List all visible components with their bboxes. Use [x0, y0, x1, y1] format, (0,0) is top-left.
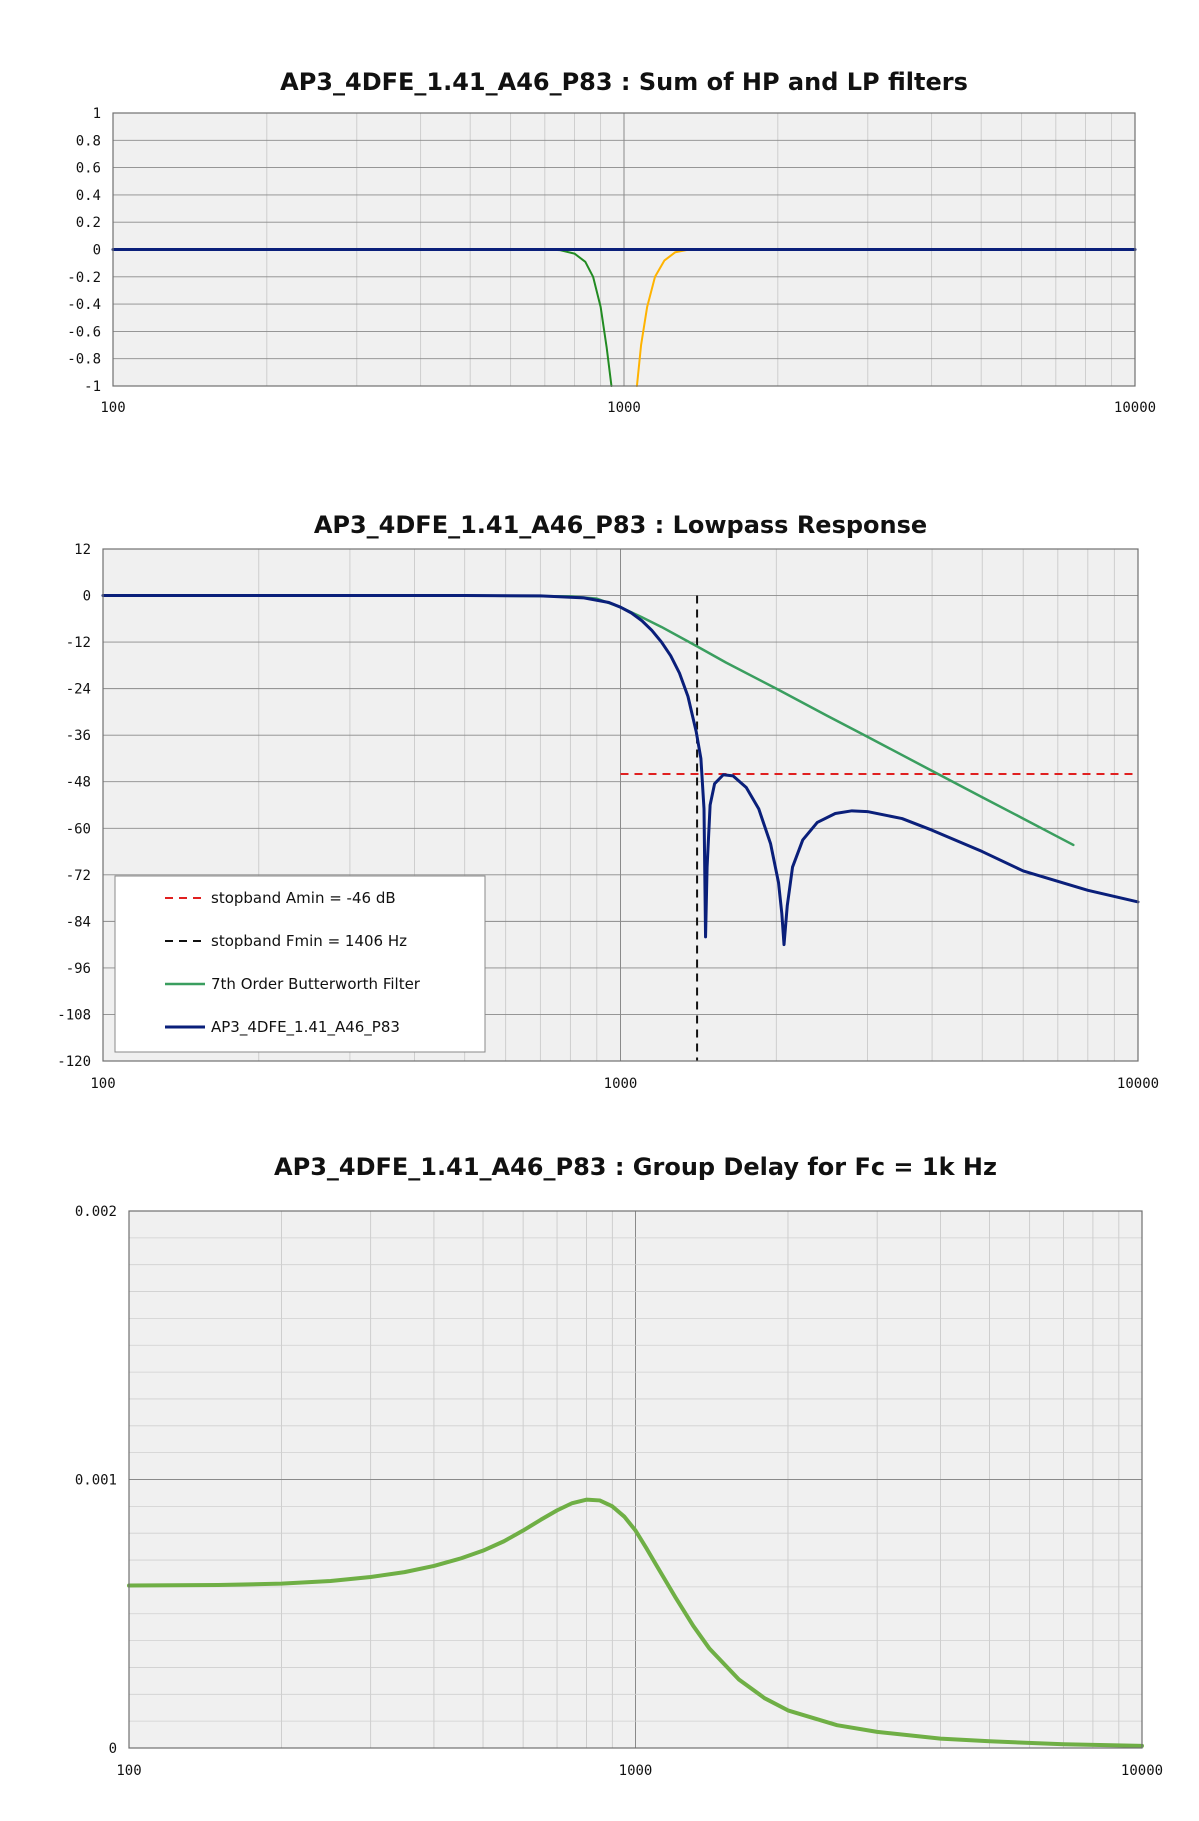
plot-border — [112, 112, 1136, 387]
y-tick-label: 0 — [83, 589, 91, 605]
x-tick-label: 10000 — [1117, 1076, 1159, 1092]
legend-entry: stopband Amin = -46 dB — [211, 889, 396, 907]
y-tick-label: 0.001 — [75, 1473, 117, 1489]
chart-lowpass: 12 0 -12 -24 -36 -48 -60 -72 -84 -96 -108 -120 100 10… — [57, 511, 1159, 1092]
y-tick-label: 0.2 — [76, 215, 101, 231]
x-tick-label: 1000 — [619, 1763, 653, 1779]
x-tick-label: 100 — [116, 1763, 141, 1779]
x-tick-label: 1000 — [604, 1076, 638, 1092]
y-tick-label: -96 — [66, 961, 91, 977]
chart-sum: 1 0.8 0.6 0.4 0.2 0 -0.2 -0.4 -0.6 -0.8 -1 100 1000 1… — [67, 68, 1156, 416]
y-tick-label: -36 — [66, 728, 91, 744]
y-tick-label: -0.2 — [67, 270, 101, 286]
plot-border — [128, 1210, 1143, 1749]
y-tick-label: -108 — [57, 1007, 91, 1023]
y-tick-label: -0.6 — [67, 324, 101, 340]
legend: stopband Amin = -46 dB stopband Fmin = 14… — [114, 875, 486, 1053]
plot-border — [102, 548, 1139, 1062]
y-tick-label: 0.8 — [76, 133, 101, 149]
chart-title: AP3_4DFE_1.41_A46_P83 : Sum of HP and LP… — [280, 68, 968, 96]
legend-entry: 7th Order Butterworth Filter — [211, 975, 421, 993]
chart-title: AP3_4DFE_1.41_A46_P83 : Lowpass Response — [314, 511, 927, 539]
y-tick-label: -84 — [66, 914, 91, 930]
y-tick-label: 0.6 — [76, 161, 101, 177]
y-tick-label: -60 — [66, 821, 91, 837]
chart-delay: 0.002 0.001 0 100 1000 10000 AP3_4DFE_1.41_A46… — [75, 1153, 1163, 1779]
y-tick-label: -12 — [66, 635, 91, 651]
gridlines — [128, 1210, 1143, 1749]
y-tick-label: 0.002 — [75, 1204, 117, 1220]
y-tick-label: -48 — [66, 775, 91, 791]
y-tick-label: -0.8 — [67, 352, 101, 368]
y-tick-label: -0.4 — [67, 297, 101, 313]
chart-title: AP3_4DFE_1.41_A46_P83 : Group Delay for … — [274, 1153, 997, 1181]
y-tick-label: 0 — [109, 1741, 117, 1757]
legend-entry: AP3_4DFE_1.41_A46_P83 — [211, 1018, 400, 1037]
y-tick-label: 12 — [74, 542, 91, 558]
series-line-lowpass-3 — [101, 594, 1140, 947]
x-tick-label: 10000 — [1121, 1763, 1163, 1779]
x-tick-label: 10000 — [1114, 400, 1156, 416]
legend-entry: stopband Fmin = 1406 Hz — [211, 932, 407, 950]
y-tick-label: 0 — [93, 243, 101, 259]
y-tick-label: -24 — [66, 682, 91, 698]
x-tick-label: 100 — [90, 1076, 115, 1092]
x-tick-label: 100 — [100, 400, 125, 416]
y-tick-label: -120 — [57, 1054, 91, 1070]
y-tick-label: -72 — [66, 868, 91, 884]
y-tick-label: 1 — [93, 106, 101, 122]
x-tick-label: 1000 — [607, 400, 641, 416]
y-tick-label: 0.4 — [76, 188, 101, 204]
y-tick-label: -1 — [84, 379, 101, 395]
series-line-delay-0 — [127, 1497, 1144, 1748]
